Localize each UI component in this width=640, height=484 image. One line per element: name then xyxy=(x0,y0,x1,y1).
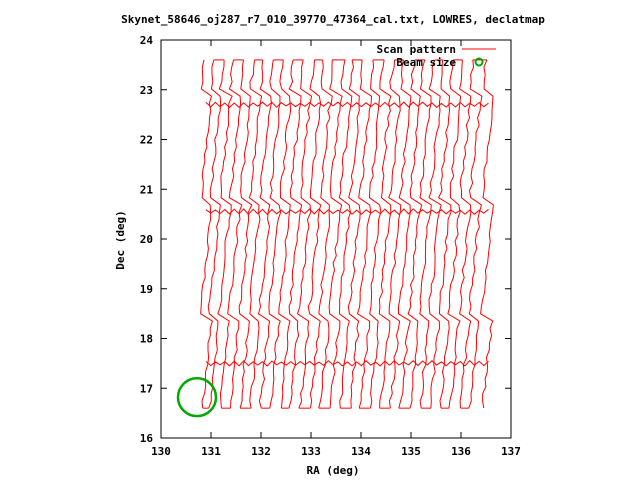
scan-line xyxy=(428,59,442,409)
scan-line xyxy=(238,59,253,409)
x-tick-label: 131 xyxy=(201,445,221,458)
chart-title: Skynet_58646_oj287_r7_010_39770_47364_ca… xyxy=(121,13,545,26)
scan-seam-line xyxy=(205,359,489,367)
y-tick-label: 23 xyxy=(140,84,153,97)
y-tick-label: 20 xyxy=(140,233,153,246)
scan-pattern-series xyxy=(200,59,494,409)
scan-seam-line xyxy=(205,208,489,216)
scan-line xyxy=(278,59,292,409)
scan-line xyxy=(296,59,313,409)
scan-line xyxy=(328,59,343,409)
y-axis-label: Dec (deg) xyxy=(114,210,127,270)
x-tick-label: 133 xyxy=(301,445,321,458)
scan-line xyxy=(378,59,392,409)
scan-line xyxy=(347,59,361,409)
scan-line xyxy=(227,59,243,409)
y-tick-label: 18 xyxy=(140,333,153,346)
plot-frame xyxy=(160,39,512,439)
scan-line xyxy=(398,59,412,409)
scan-line xyxy=(257,59,272,409)
scan-line xyxy=(480,59,494,409)
x-axis-label: RA (deg) xyxy=(307,464,360,477)
x-tick-label: 136 xyxy=(451,445,471,458)
legend: Scan pattern Beam size xyxy=(377,43,496,69)
x-axis: 130 131 132 133 134 135 136 137 xyxy=(151,40,521,458)
scan-line xyxy=(459,59,472,409)
x-tick-label: 134 xyxy=(351,445,371,458)
y-tick-label: 19 xyxy=(140,283,153,296)
scan-line xyxy=(307,59,322,409)
scan-line xyxy=(318,59,333,409)
y-tick-label: 16 xyxy=(140,432,154,445)
y-axis: 16 17 18 19 20 21 22 23 24 xyxy=(140,34,511,445)
y-tick-label: 24 xyxy=(140,34,154,47)
scan-line xyxy=(388,59,402,409)
scan-line xyxy=(447,59,462,409)
scan-line xyxy=(368,59,382,409)
scan-seam-line xyxy=(205,101,489,109)
x-tick-label: 135 xyxy=(401,445,421,458)
y-tick-label: 21 xyxy=(140,183,154,196)
scan-line xyxy=(200,59,213,409)
y-tick-label: 17 xyxy=(140,382,153,395)
scan-line xyxy=(356,59,373,409)
beam-size-series xyxy=(176,377,218,418)
legend-beam-size-label: Beam size xyxy=(396,56,456,69)
scan-line xyxy=(437,59,452,409)
x-tick-label: 137 xyxy=(501,445,521,458)
legend-beam-size-marker xyxy=(474,57,484,67)
legend-scan-pattern-label: Scan pattern xyxy=(377,43,456,56)
y-tick-label: 22 xyxy=(140,134,153,147)
x-tick-label: 132 xyxy=(251,445,271,458)
scan-line xyxy=(207,59,222,409)
scan-line xyxy=(468,59,483,409)
scan-line xyxy=(419,59,432,409)
scan-line xyxy=(268,59,282,409)
scan-line xyxy=(288,59,303,409)
scan-line xyxy=(248,59,263,409)
scan-line xyxy=(217,59,233,409)
beam-size-circle xyxy=(176,377,218,418)
x-tick-label: 130 xyxy=(151,445,171,458)
scan-line xyxy=(407,59,423,409)
scan-line xyxy=(338,59,353,409)
plot-area xyxy=(176,59,494,418)
